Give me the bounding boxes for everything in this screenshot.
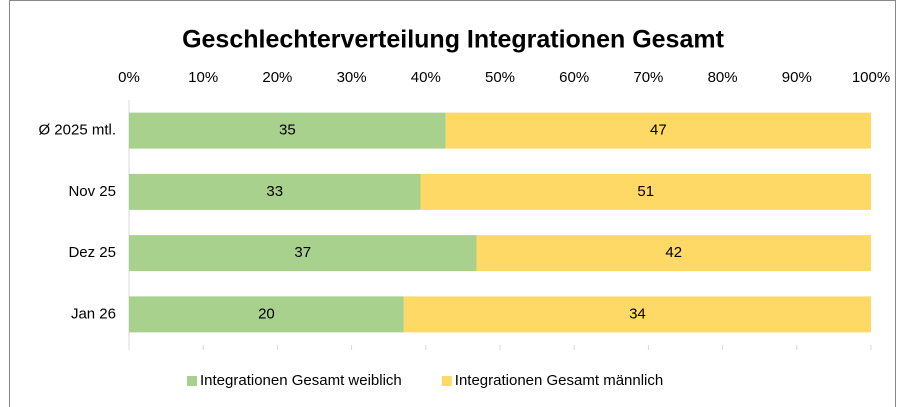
data-label: 35 bbox=[279, 122, 296, 139]
y-tick-label: Dez 25 bbox=[68, 244, 116, 261]
bar-segment bbox=[129, 173, 421, 210]
chart-title: Geschlechterverteilung Integrationen Ges… bbox=[182, 26, 724, 54]
data-label: 37 bbox=[294, 244, 311, 261]
bar-segment bbox=[420, 173, 871, 210]
bar-segment bbox=[445, 112, 871, 149]
data-label: 33 bbox=[266, 183, 283, 200]
x-tick-label: 0% bbox=[118, 69, 140, 86]
x-tick-label: 90% bbox=[782, 69, 812, 86]
data-label: 34 bbox=[629, 305, 646, 322]
x-tick-label: 30% bbox=[337, 69, 367, 86]
x-tick-label: 40% bbox=[411, 69, 441, 86]
data-label: 47 bbox=[650, 122, 667, 139]
bar-segment bbox=[129, 235, 477, 272]
data-label: 20 bbox=[258, 305, 275, 322]
bar-segment bbox=[476, 235, 871, 272]
y-tick-label: Ø 2025 mtl. bbox=[38, 122, 116, 139]
legend-swatch bbox=[441, 376, 452, 386]
x-tick-label: 100% bbox=[852, 69, 890, 86]
x-tick-label: 50% bbox=[485, 69, 515, 86]
bar-segment bbox=[129, 296, 404, 333]
y-tick-label: Jan 26 bbox=[71, 305, 116, 322]
legend-label: Integrationen Gesamt männlich bbox=[455, 372, 663, 389]
x-tick-label: 70% bbox=[633, 69, 663, 86]
x-tick-label: 60% bbox=[559, 69, 589, 86]
chart-border bbox=[9, 0, 896, 407]
x-tick-label: 20% bbox=[262, 69, 292, 86]
x-tick-label: 80% bbox=[708, 69, 738, 86]
data-label: 42 bbox=[665, 244, 682, 261]
bar-segment bbox=[403, 296, 871, 333]
bar-segment bbox=[129, 112, 446, 149]
legend-swatch bbox=[187, 376, 197, 386]
y-tick-label: Nov 25 bbox=[68, 183, 116, 200]
legend-label: Integrationen Gesamt weiblich bbox=[200, 372, 402, 389]
data-label: 51 bbox=[637, 183, 654, 200]
x-tick-label: 10% bbox=[188, 69, 218, 86]
